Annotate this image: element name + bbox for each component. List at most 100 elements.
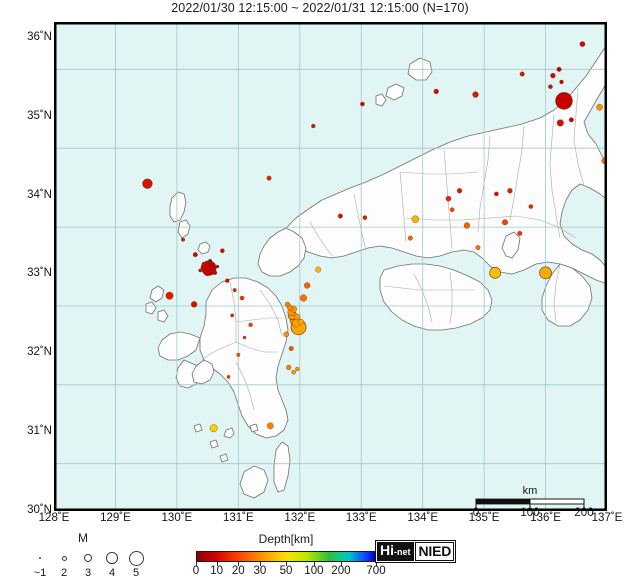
- lat-tick-label: 33˚N: [27, 267, 52, 280]
- epicenter-marker[interactable]: [304, 282, 311, 289]
- epicenter-marker[interactable]: [489, 266, 502, 279]
- depth-legend-label: 20: [231, 565, 245, 577]
- epicenter-marker[interactable]: [548, 84, 553, 89]
- epicenter-marker[interactable]: [407, 235, 413, 241]
- magnitude-legend-item: ~1: [27, 548, 53, 579]
- epicenter-marker[interactable]: [201, 261, 207, 267]
- epicenter-marker[interactable]: [266, 175, 272, 181]
- magnitude-legend-item: 5: [123, 548, 149, 579]
- magnitude-legend-symbol: [27, 548, 53, 568]
- epicenter-marker[interactable]: [463, 222, 471, 229]
- magnitude-legend-item: 3: [75, 548, 101, 579]
- nied-wordmark: NIED: [414, 542, 455, 561]
- epicenter-marker[interactable]: [507, 188, 513, 194]
- epicenter-marker[interactable]: [299, 294, 307, 302]
- epicenter-marker[interactable]: [181, 237, 185, 242]
- lat-tick-label: 32˚N: [27, 346, 52, 359]
- epicenter-marker[interactable]: [362, 215, 368, 220]
- epicenter-marker[interactable]: [433, 88, 439, 95]
- map-canvas[interactable]: km: [54, 22, 607, 511]
- depth-legend-label: 0: [192, 565, 200, 577]
- epicenter-marker[interactable]: [539, 266, 552, 280]
- epicenter-marker[interactable]: [579, 41, 586, 47]
- epicenter-marker[interactable]: [475, 245, 481, 250]
- epicenter-marker[interactable]: [315, 266, 322, 273]
- epicenter-marker[interactable]: [192, 252, 198, 258]
- epicenter-marker[interactable]: [556, 66, 562, 72]
- epicenter-marker[interactable]: [286, 364, 292, 371]
- epicenter-marker[interactable]: [596, 103, 603, 111]
- epicenter-marker[interactable]: [519, 71, 525, 77]
- epicenter-marker[interactable]: [502, 219, 508, 226]
- epicenter-marker[interactable]: [298, 318, 304, 325]
- depth-legend-tick: [238, 562, 240, 566]
- magnitude-legend-symbol: [123, 548, 149, 568]
- epicenter-marker[interactable]: [209, 262, 216, 268]
- epicenter-marker[interactable]: [232, 288, 237, 293]
- epicenter-marker[interactable]: [294, 313, 301, 321]
- epicenter-marker[interactable]: [528, 204, 534, 209]
- lat-tick-label: 31˚N: [27, 425, 52, 438]
- epicenter-marker[interactable]: [215, 264, 220, 269]
- epicenter-marker[interactable]: [203, 269, 211, 276]
- epicenter-marker[interactable]: [556, 119, 564, 127]
- epicenter-marker[interactable]: [337, 213, 343, 219]
- magnitude-legend-symbol: [99, 548, 125, 568]
- magnitude-circle: [128, 550, 144, 566]
- epicenter-marker[interactable]: [360, 101, 365, 107]
- epicenter-marker[interactable]: [284, 301, 291, 307]
- epicenter-marker[interactable]: [266, 422, 274, 430]
- epicenter-marker[interactable]: [236, 352, 241, 357]
- depth-colorbar: [196, 551, 376, 562]
- epicenter-marker[interactable]: [295, 366, 300, 372]
- magnitude-circle: [84, 554, 92, 562]
- epicenter-marker[interactable]: [248, 322, 253, 327]
- epicenter-marker[interactable]: [472, 91, 479, 98]
- epicenter-marker[interactable]: [208, 259, 213, 263]
- epicenter-marker[interactable]: [456, 188, 463, 194]
- epicenter-marker[interactable]: [209, 424, 218, 433]
- epicenter-marker[interactable]: [517, 230, 523, 236]
- depth-legend-tick: [286, 562, 287, 566]
- lat-tick-label: 35˚N: [27, 109, 52, 122]
- epicenter-marker[interactable]: [239, 295, 245, 301]
- epicenter-marker[interactable]: [198, 268, 203, 273]
- epicenter-marker[interactable]: [291, 369, 296, 375]
- lon-tick-label: 131˚E: [222, 512, 254, 524]
- epicenter-marker[interactable]: [411, 215, 419, 223]
- epicenter-marker[interactable]: [445, 195, 452, 202]
- epicenter-marker[interactable]: [220, 248, 225, 253]
- epicenter-marker[interactable]: [212, 270, 218, 275]
- seismicity-map[interactable]: km 0 100 200: [54, 22, 607, 519]
- depth-legend: Depth[km] 0 10 20 30 50 100 200 700: [190, 532, 386, 578]
- lon-tick-label: 128˚E: [38, 512, 70, 524]
- lon-tick-label: 135˚E: [468, 512, 500, 524]
- hinet-nied-logo: Hi -net NIED: [375, 540, 457, 563]
- epicenter-marker[interactable]: [165, 291, 174, 300]
- epicenter-marker[interactable]: [311, 124, 316, 129]
- magnitude-legend-label: 4: [108, 567, 116, 579]
- hinet-wordmark: Hi -net: [377, 542, 414, 561]
- epicenter-marker[interactable]: [494, 191, 499, 197]
- epicenter-marker[interactable]: [242, 335, 247, 340]
- depth-legend-tick: [313, 562, 315, 566]
- epicenter-marker[interactable]: [550, 73, 556, 79]
- magnitude-legend-label: ~1: [33, 567, 47, 579]
- epicenter-marker[interactable]: [142, 178, 153, 189]
- magnitude-circle: [38, 556, 42, 560]
- magnitude-circle: [61, 555, 67, 561]
- epicenter-marker[interactable]: [190, 301, 198, 308]
- epicenter-marker[interactable]: [288, 346, 294, 351]
- lon-tick-label: 133˚E: [345, 512, 377, 524]
- epicenter-marker[interactable]: [225, 278, 230, 283]
- magnitude-legend: M ~1 2 3 4 5: [18, 531, 149, 579]
- epicenter-marker[interactable]: [555, 92, 573, 110]
- epicenter-marker[interactable]: [449, 207, 455, 212]
- epicenter-marker[interactable]: [283, 331, 290, 338]
- epicenter-marker[interactable]: [559, 79, 564, 85]
- epicenter-marker[interactable]: [568, 117, 574, 123]
- epicenter-marker[interactable]: [230, 313, 235, 318]
- epicenter-marker[interactable]: [226, 375, 231, 379]
- epicenter-markers[interactable]: [142, 41, 607, 433]
- magnitude-legend-label: 3: [84, 567, 92, 579]
